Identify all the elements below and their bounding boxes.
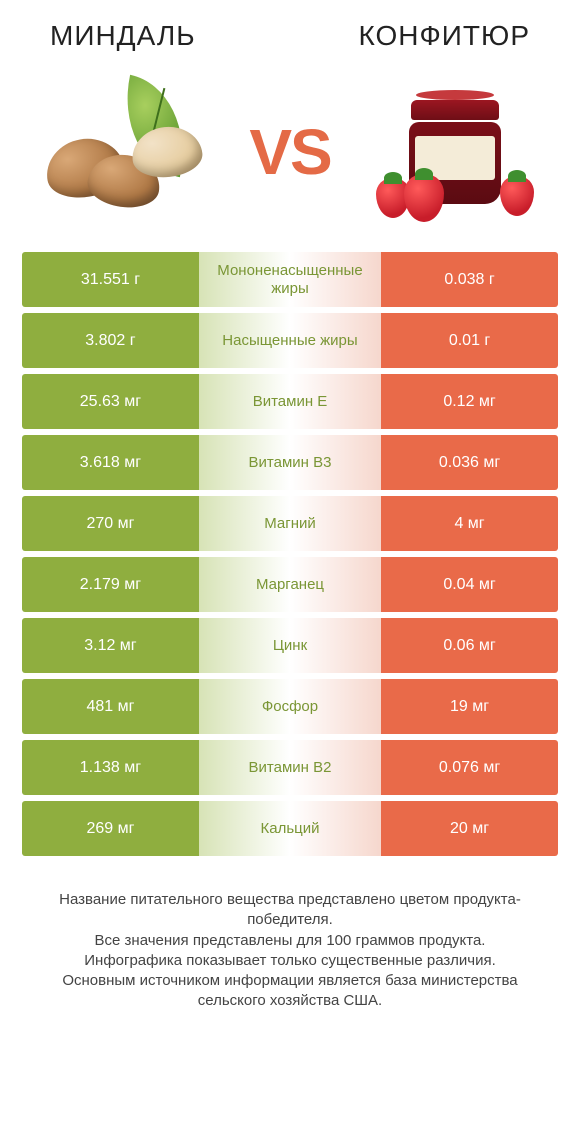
footnote-line: Инфографика показывает только существенн… xyxy=(84,952,496,969)
nutrient-label: Магний xyxy=(260,515,320,532)
table-row: 481 мг Фосфор 19 мг xyxy=(22,679,558,734)
table-row: 25.63 мг Витамин E 0.12 мг xyxy=(22,374,558,429)
table-row: 31.551 гМононенасыщенные жиры0.038 г xyxy=(22,252,558,307)
left-value-cell: 3.802 г xyxy=(22,313,199,368)
nutrient-name-cell: Насыщенные жиры xyxy=(199,313,381,368)
left-value-cell: 1.138 мг xyxy=(22,740,199,795)
nutrient-label: Кальций xyxy=(256,820,323,837)
right-value-cell: 19 мг xyxy=(381,679,558,734)
almond-illustration xyxy=(40,87,210,217)
footnote-line: Все значения представлены для 100 граммо… xyxy=(95,932,486,949)
left-value-cell: 269 мг xyxy=(22,801,199,856)
nutrient-label: Витамин E xyxy=(249,393,332,410)
right-value-cell: 4 мг xyxy=(381,496,558,551)
table-row: 270 мг Магний 4 мг xyxy=(22,496,558,551)
vs-label: VS xyxy=(249,115,330,189)
nutrient-name-cell: Витамин B3 xyxy=(199,435,381,490)
nutrient-label: Цинк xyxy=(269,637,311,654)
right-value-cell: 0.036 мг xyxy=(381,435,558,490)
right-value-cell: 20 мг xyxy=(381,801,558,856)
right-product-image xyxy=(370,82,540,222)
hero-row: VS xyxy=(20,62,560,252)
right-value-cell: 0.038 г xyxy=(381,252,558,307)
footnote-line: Основным источником информации является … xyxy=(62,972,517,1009)
table-row: 3.12 мг Цинк 0.06 мг xyxy=(22,618,558,673)
left-product-image xyxy=(40,82,210,222)
nutrient-name-cell: Кальций xyxy=(199,801,381,856)
nutrient-name-cell: Цинк xyxy=(199,618,381,673)
nutrient-label: Фосфор xyxy=(258,698,322,715)
right-value-cell: 0.06 мг xyxy=(381,618,558,673)
nutrient-name-cell: Магний xyxy=(199,496,381,551)
left-value-cell: 25.63 мг xyxy=(22,374,199,429)
titles-bar: Миндаль Конфитюр xyxy=(20,20,560,62)
left-value-cell: 270 мг xyxy=(22,496,199,551)
nutrient-label: Насыщенные жиры xyxy=(218,332,361,349)
left-value-cell: 2.179 мг xyxy=(22,557,199,612)
nutrient-name-cell: Мононенасыщенные жиры xyxy=(199,252,381,307)
table-row: 3.618 мг Витамин B3 0.036 мг xyxy=(22,435,558,490)
jam-illustration xyxy=(370,82,540,222)
right-value-cell: 0.076 мг xyxy=(381,740,558,795)
right-value-cell: 0.01 г xyxy=(381,313,558,368)
nutrient-label: Марганец xyxy=(252,576,328,593)
left-value-cell: 3.12 мг xyxy=(22,618,199,673)
nutrient-label: Витамин B2 xyxy=(245,759,336,776)
table-row: 1.138 мг Витамин B2 0.076 мг xyxy=(22,740,558,795)
nutrient-name-cell: Витамин E xyxy=(199,374,381,429)
footnote-line: Название питательного вещества представл… xyxy=(59,891,521,928)
nutrient-label: Витамин B3 xyxy=(245,454,336,471)
left-value-cell: 3.618 мг xyxy=(22,435,199,490)
footnote-text: Название питательного вещества представл… xyxy=(38,890,542,1012)
right-value-cell: 0.12 мг xyxy=(381,374,558,429)
comparison-table: 31.551 гМононенасыщенные жиры0.038 г 3.80… xyxy=(22,252,558,856)
right-product-title: Конфитюр xyxy=(359,20,530,52)
table-row: 2.179 мг Марганец 0.04 мг xyxy=(22,557,558,612)
left-value-cell: 481 мг xyxy=(22,679,199,734)
table-row: 269 мг Кальций 20 мг xyxy=(22,801,558,856)
nutrient-name-cell: Фосфор xyxy=(199,679,381,734)
nutrient-label: Мононенасыщенные жиры xyxy=(199,262,381,297)
left-value-cell: 31.551 г xyxy=(22,252,199,307)
table-row: 3.802 г Насыщенные жиры 0.01 г xyxy=(22,313,558,368)
left-product-title: Миндаль xyxy=(50,20,196,52)
nutrient-name-cell: Марганец xyxy=(199,557,381,612)
right-value-cell: 0.04 мг xyxy=(381,557,558,612)
nutrient-name-cell: Витамин B2 xyxy=(199,740,381,795)
